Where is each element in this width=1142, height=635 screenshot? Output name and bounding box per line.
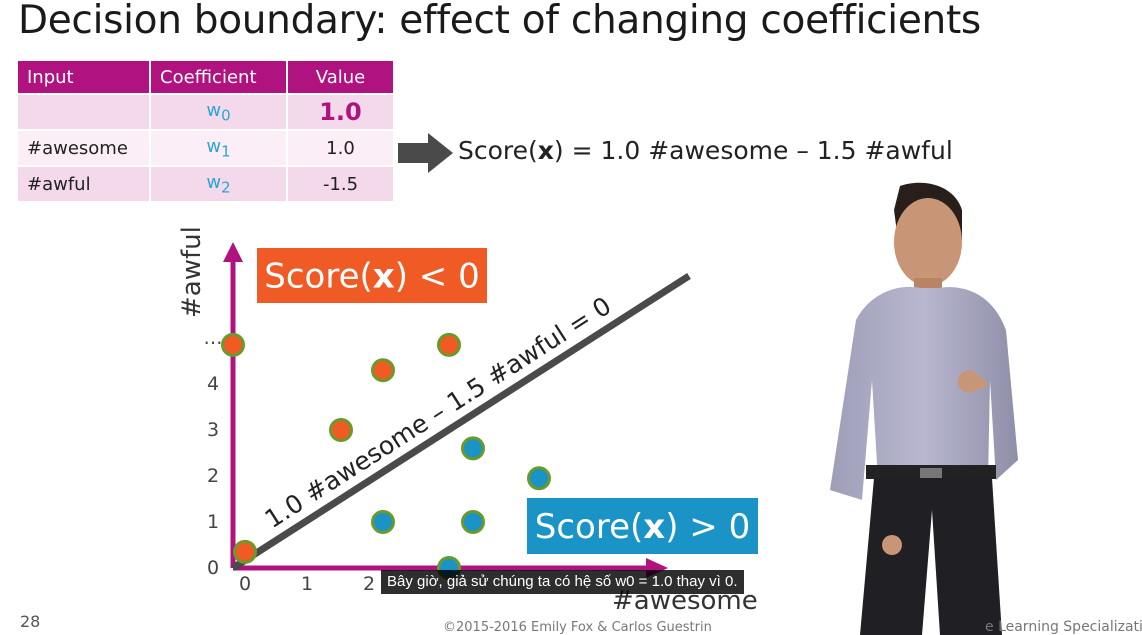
positive-data-point (461, 436, 485, 461)
y-tick-label: 2 (207, 465, 219, 487)
y-tick-label: 3 (207, 419, 219, 441)
table-header-row: Input Coefficient Value (18, 61, 395, 94)
row-coefficient: w2 (150, 165, 288, 201)
copyright-notice: ©2015-2016 Emily Fox & Carlos Guestrin (443, 620, 712, 635)
row-input: #awesome (18, 129, 151, 166)
table-row: #awful w2 -1.5 (18, 165, 395, 201)
positive-data-point (371, 510, 395, 534)
row-input: #awful (18, 165, 151, 201)
negative-region-label: Score(x) < 0 (264, 257, 479, 297)
row-coefficient: w1 (150, 129, 288, 166)
decision-boundary-label: 1.0 #awesome – 1.5 #awful = 0 (260, 291, 617, 534)
negative-data-point (233, 539, 257, 564)
score-formula: Score(x) = 1.0 #awesome – 1.5 #awful (458, 136, 953, 165)
positive-region-label: Score(x) > 0 (535, 507, 750, 547)
header-coefficient: Coefficient (150, 61, 288, 94)
row-input (18, 93, 151, 130)
right-arrow-icon (398, 133, 453, 173)
row-value: -1.5 (287, 165, 395, 201)
decision-boundary-line (231, 272, 691, 571)
positive-data-point (527, 466, 551, 491)
negative-data-point (221, 332, 245, 357)
presenter-figure (830, 182, 1018, 635)
positive-data-point (461, 510, 485, 534)
negative-data-point (371, 358, 395, 383)
x-tick-label: 1 (301, 573, 313, 595)
x-tick-label: 2 (363, 573, 375, 595)
y-tick-label: … (204, 327, 223, 349)
y-tick-label: 1 (207, 511, 219, 533)
y-axis-arrow-icon (223, 242, 243, 262)
header-value: Value (287, 61, 395, 94)
slide-number: 28 (20, 612, 41, 631)
coefficient-table: Input Coefficient Value w0 1.0 #awesome … (18, 61, 395, 201)
negative-data-point (437, 332, 461, 357)
table-row: #awesome w1 1.0 (18, 129, 395, 166)
negative-region-box (257, 248, 487, 303)
footer-brand: e Learning Specialization (985, 619, 1142, 635)
slide-title: Decision boundary: effect of changing co… (18, 0, 981, 43)
y-tick-label: 0 (207, 557, 219, 579)
header-input: Input (18, 61, 151, 94)
table-row: w0 1.0 (18, 93, 395, 130)
x-tick-label: 0 (239, 573, 251, 595)
positive-region-box (527, 498, 758, 554)
row-value: 1.0 (287, 93, 395, 130)
row-coefficient: w0 (150, 93, 288, 130)
video-subtitle: Bây giờ, giả sử chúng ta có hệ số w0 = 1… (381, 570, 744, 594)
row-value: 1.0 (287, 129, 395, 166)
y-tick-label: 4 (207, 373, 219, 395)
y-axis-label: #awful (177, 226, 207, 318)
negative-data-point (329, 418, 353, 442)
